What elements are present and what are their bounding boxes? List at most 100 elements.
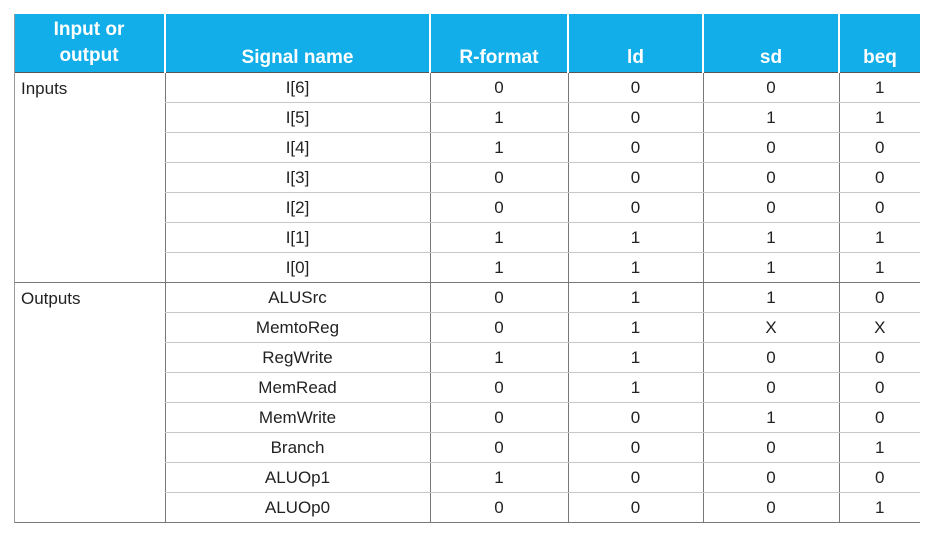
beq-value-cell: 1 bbox=[838, 252, 920, 283]
ld-value-cell: 0 bbox=[567, 432, 703, 463]
signal-name-cell: MemWrite bbox=[164, 402, 430, 433]
beq-value-cell: 0 bbox=[838, 132, 920, 163]
group-label: Inputs bbox=[14, 72, 165, 283]
sd-value-cell: 0 bbox=[702, 462, 839, 493]
table-row: ALUOp0 0 0 0 1 bbox=[14, 492, 920, 523]
ld-value-cell: 1 bbox=[567, 342, 703, 373]
table-row: I[1] 1 1 1 1 bbox=[14, 222, 920, 253]
sd-value-cell: 1 bbox=[702, 222, 839, 253]
signal-name-cell: ALUOp1 bbox=[164, 462, 430, 493]
control-signal-table-wrapper: Input or output Signal name R-format ld … bbox=[14, 14, 920, 523]
beq-value-cell: 0 bbox=[838, 162, 920, 193]
ld-value-cell: 0 bbox=[567, 492, 703, 523]
beq-value-cell: 0 bbox=[838, 462, 920, 493]
signal-name-cell: I[1] bbox=[164, 222, 430, 253]
header-r-format: R-format bbox=[429, 14, 568, 73]
ld-value-cell: 0 bbox=[567, 72, 703, 103]
r-format-value-cell: 1 bbox=[429, 462, 568, 493]
header-signal-name: Signal name bbox=[164, 14, 430, 73]
sd-value-cell: 0 bbox=[702, 432, 839, 463]
r-format-value-cell: 0 bbox=[429, 372, 568, 403]
ld-value-cell: 1 bbox=[567, 252, 703, 283]
r-format-value-cell: 0 bbox=[429, 492, 568, 523]
sd-value-cell: 1 bbox=[702, 102, 839, 133]
table-row: Branch 0 0 0 1 bbox=[14, 432, 920, 463]
r-format-value-cell: 0 bbox=[429, 162, 568, 193]
table-row: I[4] 1 0 0 0 bbox=[14, 132, 920, 163]
table-row: MemRead 0 1 0 0 bbox=[14, 372, 920, 403]
sd-value-cell: X bbox=[702, 312, 839, 343]
sd-value-cell: 0 bbox=[702, 342, 839, 373]
beq-value-cell: 1 bbox=[838, 102, 920, 133]
sd-value-cell: 0 bbox=[702, 192, 839, 223]
table-row: Inputs I[6] 0 0 0 1 bbox=[14, 72, 920, 283]
ld-value-cell: 0 bbox=[567, 102, 703, 133]
table-row: MemWrite 0 0 1 0 bbox=[14, 402, 920, 433]
header-beq: beq bbox=[838, 14, 920, 73]
signal-name-cell: I[5] bbox=[164, 102, 430, 133]
header-input-or-output: Input or output bbox=[14, 14, 165, 73]
header-ld: ld bbox=[567, 14, 703, 73]
beq-value-cell: 0 bbox=[838, 402, 920, 433]
r-format-value-cell: 1 bbox=[429, 132, 568, 163]
table-row: MemtoReg 0 1 X X bbox=[14, 312, 920, 343]
ld-value-cell: 1 bbox=[567, 372, 703, 403]
signal-name-cell: ALUSrc bbox=[164, 282, 430, 313]
r-format-value-cell: 1 bbox=[429, 252, 568, 283]
beq-value-cell: X bbox=[838, 312, 920, 343]
table-row: ALUOp1 1 0 0 0 bbox=[14, 462, 920, 493]
sd-value-cell: 1 bbox=[702, 282, 839, 313]
beq-value-cell: 1 bbox=[838, 222, 920, 253]
sd-value-cell: 0 bbox=[702, 72, 839, 103]
signal-name-cell: MemRead bbox=[164, 372, 430, 403]
r-format-value-cell: 0 bbox=[429, 192, 568, 223]
group-label: Outputs bbox=[14, 282, 165, 523]
signal-name-cell: I[3] bbox=[164, 162, 430, 193]
header-row: Input or output Signal name R-format ld … bbox=[14, 14, 920, 73]
signal-name-cell: I[0] bbox=[164, 252, 430, 283]
signal-name-cell: I[2] bbox=[164, 192, 430, 223]
signal-name-cell: ALUOp0 bbox=[164, 492, 430, 523]
control-signal-table: Input or output Signal name R-format ld … bbox=[14, 14, 920, 523]
r-format-value-cell: 1 bbox=[429, 342, 568, 373]
ld-value-cell: 1 bbox=[567, 222, 703, 253]
table-row: RegWrite 1 1 0 0 bbox=[14, 342, 920, 373]
beq-value-cell: 0 bbox=[838, 372, 920, 403]
beq-value-cell: 0 bbox=[838, 192, 920, 223]
signal-name-cell: I[4] bbox=[164, 132, 430, 163]
beq-value-cell: 1 bbox=[838, 72, 920, 103]
r-format-value-cell: 0 bbox=[429, 432, 568, 463]
ld-value-cell: 1 bbox=[567, 282, 703, 313]
table-row: I[0] 1 1 1 1 bbox=[14, 252, 920, 283]
r-format-value-cell: 0 bbox=[429, 282, 568, 313]
sd-value-cell: 0 bbox=[702, 372, 839, 403]
beq-value-cell: 1 bbox=[838, 492, 920, 523]
r-format-value-cell: 1 bbox=[429, 222, 568, 253]
ld-value-cell: 0 bbox=[567, 462, 703, 493]
ld-value-cell: 0 bbox=[567, 192, 703, 223]
ld-value-cell: 0 bbox=[567, 132, 703, 163]
sd-value-cell: 1 bbox=[702, 252, 839, 283]
r-format-value-cell: 1 bbox=[429, 102, 568, 133]
table-body: Inputs I[6] 0 0 0 1 I[5] 1 0 1 1 I[4] 1 0 0 0 I[3] 0 0 0 0 I[… bbox=[14, 72, 920, 523]
r-format-value-cell: 0 bbox=[429, 312, 568, 343]
header-input-or-output-line2: output bbox=[59, 45, 119, 66]
signal-name-cell: MemtoReg bbox=[164, 312, 430, 343]
ld-value-cell: 1 bbox=[567, 312, 703, 343]
sd-value-cell: 0 bbox=[702, 492, 839, 523]
table-header: Input or output Signal name R-format ld … bbox=[14, 14, 920, 73]
table-row: Outputs ALUSrc 0 1 1 0 bbox=[14, 282, 920, 523]
ld-value-cell: 0 bbox=[567, 402, 703, 433]
beq-value-cell: 0 bbox=[838, 282, 920, 313]
signal-name-cell: RegWrite bbox=[164, 342, 430, 373]
sd-value-cell: 0 bbox=[702, 162, 839, 193]
table-row: I[2] 0 0 0 0 bbox=[14, 192, 920, 223]
beq-value-cell: 0 bbox=[838, 342, 920, 373]
header-sd: sd bbox=[702, 14, 839, 73]
table-row: I[5] 1 0 1 1 bbox=[14, 102, 920, 133]
r-format-value-cell: 0 bbox=[429, 72, 568, 103]
signal-name-cell: I[6] bbox=[164, 72, 430, 103]
sd-value-cell: 0 bbox=[702, 132, 839, 163]
header-input-or-output-line1: Input or bbox=[53, 19, 125, 40]
beq-value-cell: 1 bbox=[838, 432, 920, 463]
